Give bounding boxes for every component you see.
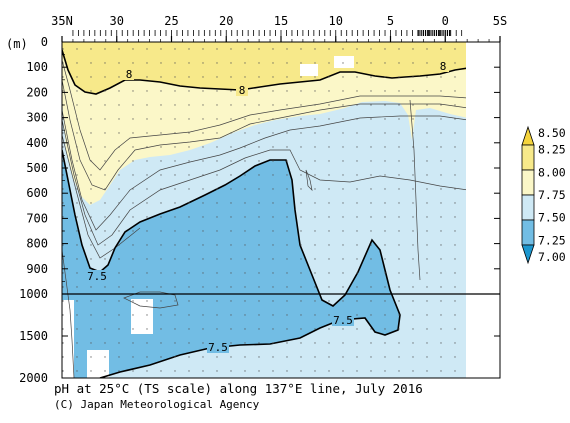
colorbar-segment: [521, 219, 535, 246]
y-tick-label: 800: [26, 237, 48, 251]
colorbar-top-arrow: [521, 125, 535, 146]
contour-label-75a: 7.5: [87, 270, 107, 283]
colorbar-bottom-arrow: [521, 244, 535, 265]
y-tick-label: 200: [26, 85, 48, 99]
contour-label-75b: 7.5: [333, 314, 353, 327]
colorbar-tick-label: 7.75: [538, 188, 566, 202]
colorbar-segment: [521, 169, 535, 196]
y-tick-labels: 0 100 200 300 400 500 600 700 800 900 1000 1500 2000: [19, 35, 500, 385]
colorbar-tick-label: 8.00: [538, 165, 566, 179]
x-tick-label: 5: [387, 14, 394, 28]
y-tick-label: 900: [26, 262, 48, 276]
right-blank: [466, 42, 468, 378]
chart-title: pH at 25°C (TS scale) along 137°E line, …: [54, 381, 423, 396]
y-tick-label: 1500: [19, 329, 48, 343]
y-tick-label: 500: [26, 161, 48, 175]
colorbar-tick-label: 7.25: [538, 233, 566, 247]
colorbar-tick-label: 8.50: [538, 126, 566, 140]
colorbar-tick-label: 7.00: [538, 250, 566, 264]
y-tick-label: 1000: [19, 287, 48, 301]
contour-label-8a: 8: [126, 68, 133, 81]
colorbar: 8.50 8.25 8.00 7.75 7.50 7.25 7.00: [521, 125, 566, 265]
x-tick-label: 20: [219, 14, 233, 28]
contour-label-8c: 8: [440, 60, 447, 73]
no-data-right: [468, 42, 500, 378]
x-tick-label: 5S: [493, 14, 507, 28]
x-tick-labels: 35N 30 25 20 15 10 5 0 5S: [51, 14, 507, 42]
contour-labels: 8 8 8 7.5 7.5 7.5: [86, 60, 449, 354]
y-tick-label: 2000: [19, 371, 48, 385]
x-tick-label: 35N: [51, 14, 73, 28]
x-tick-label: 30: [110, 14, 124, 28]
x-tick-label: 15: [274, 14, 288, 28]
x-tick-label: 10: [329, 14, 343, 28]
y-tick-label: 700: [26, 211, 48, 225]
y-tick-label: 100: [26, 60, 48, 74]
contour-label-8b: 8: [239, 84, 246, 97]
stipple-overlay: [62, 42, 468, 378]
colorbar-segment: [521, 194, 535, 221]
contour-label-75c: 7.5: [208, 341, 228, 354]
plot-area: [62, 42, 468, 378]
y-unit-label: (m): [6, 37, 28, 51]
x-tick-label: 25: [164, 14, 178, 28]
colorbar-tick-label: 8.25: [538, 143, 566, 157]
station-ticks: [72, 30, 463, 36]
chart-credit: (C) Japan Meteorological Agency: [54, 398, 260, 411]
y-tick-label: 400: [26, 136, 48, 150]
y-tick-label: 600: [26, 186, 48, 200]
colorbar-segment: [521, 144, 535, 171]
x-tick-label: 0: [442, 14, 449, 28]
colorbar-tick-label: 7.50: [538, 211, 566, 225]
y-tick-label: 0: [41, 35, 48, 49]
y-tick-label: 300: [26, 111, 48, 125]
